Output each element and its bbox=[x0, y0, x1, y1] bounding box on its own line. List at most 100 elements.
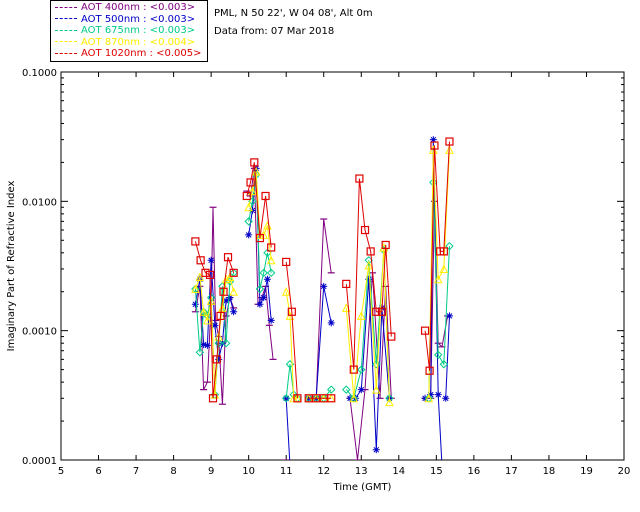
plot-area: 5 6 7 8 9 10 11 12 13 14 15 16 17 18 19 20 0.0001 0.0010 0… bbox=[6, 68, 630, 493]
data-point bbox=[261, 191, 270, 201]
data-point bbox=[442, 394, 450, 402]
data-point bbox=[248, 186, 257, 196]
legend-swatch bbox=[55, 18, 77, 20]
data-point bbox=[287, 307, 296, 316]
data-point bbox=[365, 275, 373, 283]
data-point bbox=[355, 174, 364, 183]
data-point bbox=[429, 136, 437, 144]
data-point bbox=[205, 270, 215, 279]
data-point bbox=[223, 253, 233, 262]
series-layer bbox=[191, 136, 454, 460]
data-point bbox=[266, 255, 276, 265]
data-point bbox=[356, 311, 366, 320]
data-point bbox=[320, 282, 328, 290]
data-point bbox=[381, 240, 390, 250]
legend-item: AOT 870nm : <0.004> bbox=[55, 37, 195, 49]
x-tick-label: 8 bbox=[170, 466, 176, 477]
x-tick-label: 9 bbox=[208, 466, 214, 477]
series-line bbox=[345, 178, 392, 370]
y-tick-label: 0.1000 bbox=[22, 68, 57, 79]
site-info-label: PML, N 50 22', W 04 08', Alt 0m bbox=[214, 8, 373, 19]
data-point bbox=[349, 393, 359, 403]
data-point bbox=[244, 202, 253, 212]
series-1 bbox=[191, 136, 453, 460]
series-line bbox=[246, 162, 272, 248]
series-line bbox=[445, 315, 450, 399]
x-tick-label: 11 bbox=[280, 466, 293, 477]
data-point bbox=[196, 256, 205, 265]
data-point bbox=[259, 268, 268, 278]
series-line bbox=[428, 149, 450, 399]
data-point bbox=[327, 319, 335, 327]
data-point bbox=[364, 260, 374, 270]
legend-label: AOT 870nm : <0.004> bbox=[81, 36, 196, 48]
data-point bbox=[281, 394, 291, 403]
data-point bbox=[385, 397, 394, 407]
data-point bbox=[377, 307, 387, 316]
series-line bbox=[194, 207, 235, 405]
data-point bbox=[327, 385, 336, 394]
data-point bbox=[255, 233, 265, 243]
data-point bbox=[226, 294, 234, 302]
data-point bbox=[439, 264, 449, 273]
data-point bbox=[439, 360, 449, 369]
legend-swatch bbox=[55, 6, 77, 8]
legend-item: AOT 1020nm : <0.005> bbox=[55, 48, 201, 60]
data-point bbox=[229, 268, 238, 277]
data-point bbox=[251, 166, 261, 176]
x-tick-label: 16 bbox=[467, 466, 480, 477]
data-point bbox=[211, 321, 219, 329]
data-point bbox=[191, 284, 200, 293]
data-point bbox=[260, 294, 268, 302]
data-point bbox=[256, 300, 264, 308]
data-point bbox=[434, 391, 442, 399]
data-point bbox=[203, 315, 212, 325]
data-point bbox=[371, 385, 381, 394]
data-point bbox=[203, 341, 211, 349]
x-tick-label: 15 bbox=[430, 466, 443, 477]
x-tick-label: 5 bbox=[58, 466, 64, 477]
data-point bbox=[445, 312, 453, 320]
data-point bbox=[425, 366, 434, 375]
data-point bbox=[242, 191, 251, 201]
data-point bbox=[293, 394, 302, 403]
x-tick-label: 6 bbox=[95, 466, 101, 477]
legend-item: AOT 400nm : <0.003> bbox=[55, 2, 195, 14]
x-tick-label: 13 bbox=[355, 466, 368, 477]
legend-label: AOT 1020nm : <0.005> bbox=[81, 48, 202, 60]
data-point bbox=[445, 137, 454, 146]
data-point bbox=[244, 217, 253, 226]
x-tick-label: 12 bbox=[317, 466, 330, 477]
data-point bbox=[357, 386, 365, 394]
y-axis-title: Imaginary Part of Refractive Index bbox=[6, 181, 17, 352]
data-point bbox=[222, 297, 230, 305]
data-point bbox=[199, 307, 208, 316]
data-point bbox=[214, 338, 223, 348]
legend-label: AOT 500nm : <0.003> bbox=[81, 13, 196, 25]
data-point bbox=[200, 341, 208, 349]
data-point bbox=[225, 272, 235, 281]
data-point bbox=[215, 355, 223, 363]
data-point bbox=[357, 365, 366, 374]
data-point bbox=[267, 243, 276, 252]
legend-item: AOT 675nm : <0.003> bbox=[55, 25, 195, 37]
data-point bbox=[372, 360, 381, 369]
series-line bbox=[286, 459, 287, 460]
data-point bbox=[342, 385, 351, 394]
data-point bbox=[282, 257, 291, 267]
data-point bbox=[267, 316, 275, 324]
y-tick-label: 0.0010 bbox=[22, 327, 57, 338]
data-point bbox=[207, 256, 215, 264]
data-point bbox=[434, 350, 443, 360]
legend-swatch bbox=[55, 29, 77, 31]
data-point bbox=[433, 274, 443, 284]
data-point bbox=[221, 338, 231, 348]
x-tick-label: 18 bbox=[543, 466, 556, 477]
series-4 bbox=[191, 137, 454, 403]
series-line bbox=[248, 174, 272, 290]
data-point bbox=[230, 308, 238, 316]
data-point bbox=[281, 287, 291, 296]
date-info-label: Data from: 07 Mar 2018 bbox=[214, 26, 335, 37]
x-tick-label: 14 bbox=[392, 466, 405, 477]
